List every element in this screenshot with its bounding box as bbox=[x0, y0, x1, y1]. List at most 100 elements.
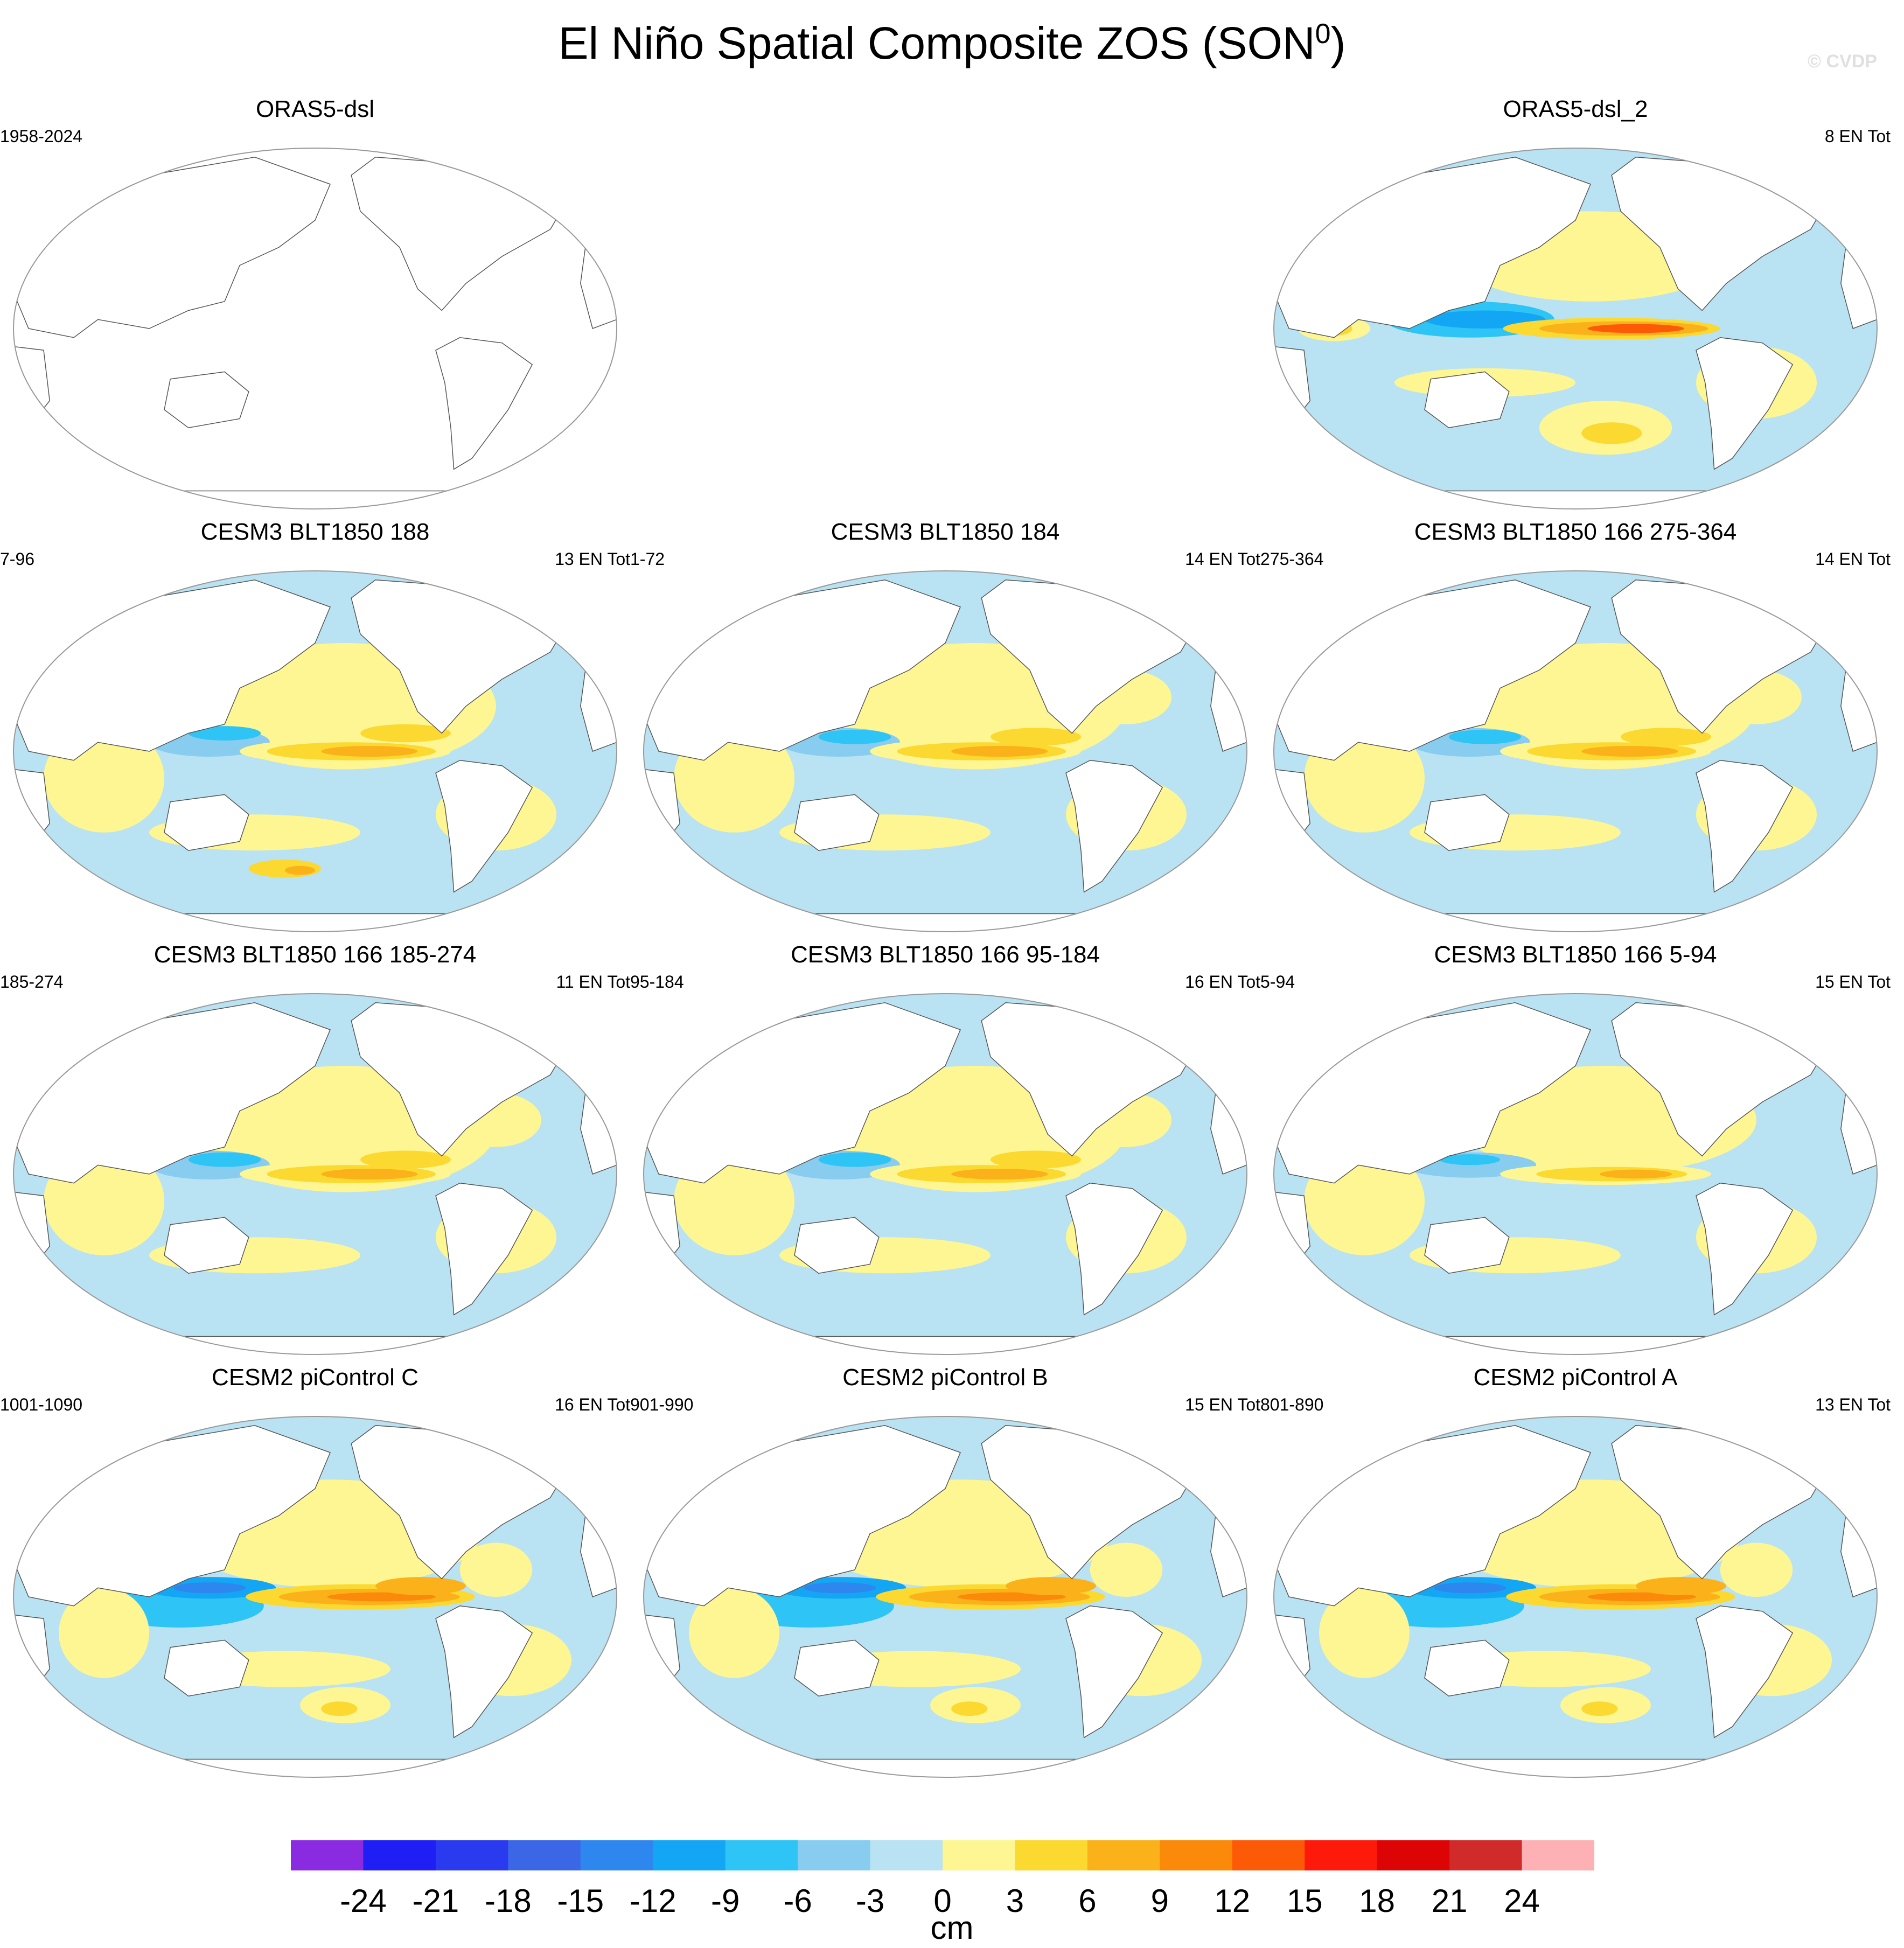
colorbar-segment bbox=[870, 1840, 943, 1870]
colorbar-segment bbox=[1015, 1840, 1088, 1870]
colorbar-tick-label: -15 bbox=[557, 1883, 604, 1919]
land-greenland bbox=[480, 1421, 533, 1453]
land-africa bbox=[13, 1191, 50, 1274]
colorbar bbox=[291, 1840, 1595, 1870]
land-southamerica bbox=[1696, 1605, 1794, 1738]
land-antarctica bbox=[103, 913, 527, 932]
panel-year-range: 1001-1090 bbox=[0, 1395, 83, 1414]
map-outline bbox=[1273, 570, 1878, 932]
land-antarctica bbox=[1364, 490, 1787, 509]
panel-event-count: 14 EN Tot bbox=[1185, 549, 1260, 569]
anomaly-contour bbox=[803, 1582, 876, 1594]
anomaly-contour bbox=[1319, 1588, 1410, 1678]
panel-title: CESM3 BLT1850 166 95-184 bbox=[791, 941, 1100, 968]
panel-title: CESM3 BLT1850 166 275-364 bbox=[1414, 519, 1737, 545]
map-panel-svg bbox=[1273, 148, 1878, 509]
panel-event-count: 8 EN Tot bbox=[1824, 127, 1891, 146]
panel-event-count: 14 EN Tot bbox=[1815, 549, 1891, 569]
anomaly-contour bbox=[1440, 1154, 1500, 1165]
anomaly-contour bbox=[321, 1168, 418, 1180]
land-australia bbox=[1424, 794, 1510, 851]
map-panel-svg bbox=[643, 993, 1247, 1355]
anomaly-contour bbox=[59, 1588, 149, 1678]
map-outline bbox=[13, 570, 617, 932]
panel-year-range: 275-364 bbox=[1260, 549, 1324, 569]
panel-event-count: 15 EN Tot bbox=[1815, 972, 1891, 992]
land-asia bbox=[13, 156, 331, 338]
panel-year-range: 7-96 bbox=[0, 549, 35, 569]
colorbar-segment bbox=[1305, 1840, 1378, 1870]
anomaly-contour bbox=[1433, 1582, 1507, 1594]
land-australia bbox=[164, 1217, 249, 1274]
anomaly-contour bbox=[1006, 1577, 1096, 1595]
colorbar-tick-label: 21 bbox=[1431, 1883, 1468, 1919]
colorbar-tick-label: -21 bbox=[412, 1883, 459, 1919]
colorbar-tick-label: -9 bbox=[710, 1883, 740, 1919]
land-africa bbox=[644, 769, 680, 851]
panel-year-range: 5-94 bbox=[1260, 972, 1295, 992]
land-southamerica bbox=[1065, 1182, 1163, 1316]
panel-title: CESM3 BLT1850 188 bbox=[200, 519, 430, 545]
anomaly-contour bbox=[1090, 1542, 1163, 1597]
panel-title: CESM2 piControl B bbox=[842, 1364, 1048, 1391]
panel-title: ORAS5-dsl bbox=[255, 96, 375, 122]
land-greenland bbox=[1740, 1421, 1794, 1453]
anomaly-contour bbox=[1581, 1701, 1618, 1716]
map-panel-svg bbox=[1273, 570, 1878, 932]
colorbar-segment bbox=[580, 1840, 653, 1870]
land-greenland bbox=[480, 153, 533, 185]
colorbar-tick-label: 9 bbox=[1150, 1883, 1169, 1919]
anomaly-contour bbox=[188, 726, 261, 741]
anomaly-contour bbox=[991, 1150, 1081, 1169]
colorbar-tick-label: 3 bbox=[1006, 1883, 1024, 1919]
land-greenland bbox=[480, 999, 533, 1030]
map-outline bbox=[1273, 1416, 1878, 1778]
panel-title: ORAS5-dsl_2 bbox=[1503, 96, 1648, 122]
panel-event-count: 13 EN Tot bbox=[1815, 1395, 1891, 1414]
colorbar-tick-label: 6 bbox=[1078, 1883, 1097, 1919]
colorbar-segment bbox=[1232, 1840, 1305, 1870]
panel-title: CESM2 piControl A bbox=[1473, 1364, 1678, 1391]
panel-title: CESM3 BLT1850 184 bbox=[831, 519, 1060, 545]
land-greenland bbox=[1740, 999, 1794, 1030]
map-outline bbox=[13, 1416, 617, 1778]
anomaly-contour bbox=[360, 724, 451, 743]
map-panel-svg bbox=[643, 570, 1247, 932]
land-greenland bbox=[480, 576, 533, 608]
land-northamerica bbox=[351, 156, 573, 311]
land-southamerica bbox=[1696, 337, 1794, 470]
land-greenland bbox=[1110, 1421, 1163, 1453]
anomaly-contour bbox=[818, 729, 891, 744]
map-panel: CESM3 BLT1850 166 275-364 275-364 14 EN To… bbox=[1260, 517, 1891, 942]
anomaly-contour bbox=[951, 745, 1048, 757]
land-greenland bbox=[1110, 576, 1163, 608]
land-antarctica bbox=[1364, 1758, 1787, 1777]
land-australia bbox=[794, 1217, 880, 1274]
land-southamerica bbox=[1696, 759, 1794, 893]
anomaly-contour bbox=[1581, 745, 1678, 757]
colorbar-unit: cm bbox=[930, 1910, 974, 1946]
land-southamerica bbox=[1065, 1605, 1163, 1738]
land-africa bbox=[13, 769, 50, 851]
colorbar-segment bbox=[798, 1840, 871, 1870]
colorbar-segment bbox=[943, 1840, 1015, 1870]
anomaly-contour bbox=[951, 1168, 1048, 1180]
land-southamerica bbox=[435, 337, 533, 470]
land-australia bbox=[164, 371, 249, 429]
colorbar-tick-label: 0 bbox=[933, 1883, 952, 1919]
map-panel: ORAS5-dsl 1958-2024 bbox=[0, 94, 630, 520]
land-australia bbox=[1424, 1639, 1510, 1697]
map-panel: CESM3 BLT1850 166 5-94 5-94 15 EN Tot bbox=[1260, 940, 1891, 1365]
panel-year-range: 1-72 bbox=[630, 549, 665, 569]
map-panel: ORAS5-dsl_2 8 EN Tot bbox=[1260, 94, 1891, 520]
land-southamerica bbox=[435, 1182, 533, 1316]
panel-year-range: 1958-2024 bbox=[0, 127, 83, 146]
anomaly-contour bbox=[375, 1577, 466, 1595]
anomaly-contour bbox=[1587, 324, 1684, 333]
map-panel: CESM2 piControl C 1001-1090 16 EN Tot bbox=[0, 1363, 630, 1788]
colorbar-segment bbox=[725, 1840, 798, 1870]
land-southamerica bbox=[435, 759, 533, 893]
land-antarctica bbox=[1364, 1336, 1787, 1354]
cvdp-watermark: © CVDP bbox=[1808, 51, 1877, 72]
land-africa bbox=[13, 1614, 50, 1697]
